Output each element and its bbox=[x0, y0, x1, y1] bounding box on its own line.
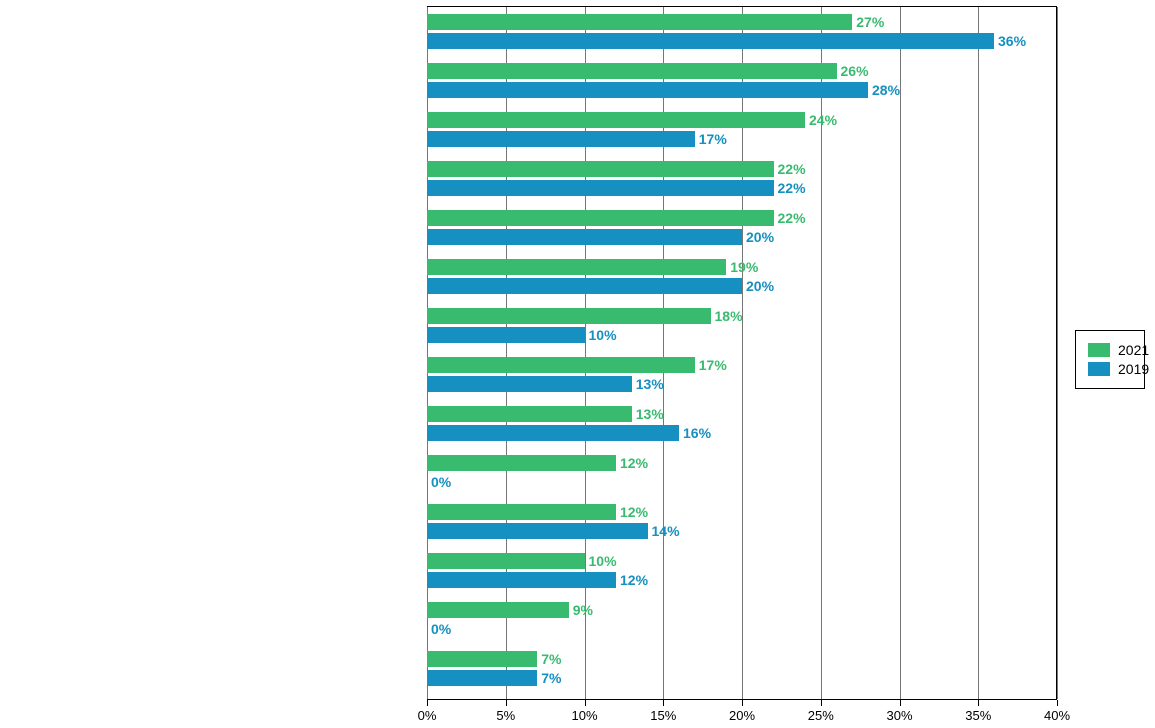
x-tick-label: 15% bbox=[643, 708, 683, 723]
x-tick bbox=[506, 700, 507, 706]
bar-value-label: 20% bbox=[746, 229, 774, 245]
bar-s2019 bbox=[427, 670, 537, 686]
bar-value-label: 20% bbox=[746, 278, 774, 294]
chart-root: 27%36%26%28%24%17%22%22%22%20%19%20%18%1… bbox=[0, 0, 1155, 728]
bar-s2021 bbox=[427, 455, 616, 471]
bar-value-label: 16% bbox=[683, 425, 711, 441]
bar-s2021 bbox=[427, 553, 585, 569]
x-gridline bbox=[900, 7, 901, 699]
legend-item: 2021 bbox=[1088, 342, 1132, 358]
x-tick bbox=[1057, 700, 1058, 706]
x-gridline bbox=[742, 7, 743, 699]
x-tick bbox=[978, 700, 979, 706]
x-tick-label: 20% bbox=[722, 708, 762, 723]
bar-s2019 bbox=[427, 376, 632, 392]
bar-s2021 bbox=[427, 357, 695, 373]
bar-value-label: 17% bbox=[699, 357, 727, 373]
bar-s2021 bbox=[427, 651, 537, 667]
bar-value-label: 27% bbox=[856, 14, 884, 30]
bar-value-label: 36% bbox=[998, 33, 1026, 49]
bar-value-label: 24% bbox=[809, 112, 837, 128]
plot-area: 27%36%26%28%24%17%22%22%22%20%19%20%18%1… bbox=[427, 6, 1057, 700]
bar-value-label: 14% bbox=[652, 523, 680, 539]
bar-s2019 bbox=[427, 278, 742, 294]
bar-s2021 bbox=[427, 308, 711, 324]
bar-value-label: 12% bbox=[620, 572, 648, 588]
bar-value-label: 0% bbox=[431, 474, 451, 490]
x-tick bbox=[900, 700, 901, 706]
x-tick-label: 30% bbox=[880, 708, 920, 723]
bar-s2019 bbox=[427, 229, 742, 245]
bar-value-label: 22% bbox=[778, 210, 806, 226]
x-tick-label: 0% bbox=[407, 708, 447, 723]
bar-s2019 bbox=[427, 425, 679, 441]
x-tick-label: 5% bbox=[486, 708, 526, 723]
bar-value-label: 0% bbox=[431, 621, 451, 637]
bar-value-label: 12% bbox=[620, 504, 648, 520]
x-tick bbox=[585, 700, 586, 706]
bar-value-label: 17% bbox=[699, 131, 727, 147]
x-gridline bbox=[978, 7, 979, 699]
x-tick-label: 40% bbox=[1037, 708, 1077, 723]
bar-value-label: 13% bbox=[636, 376, 664, 392]
x-gridline bbox=[821, 7, 822, 699]
bar-s2021 bbox=[427, 602, 569, 618]
x-gridline bbox=[427, 7, 428, 699]
x-tick bbox=[742, 700, 743, 706]
x-tick-label: 35% bbox=[958, 708, 998, 723]
x-tick bbox=[427, 700, 428, 706]
bar-s2021 bbox=[427, 504, 616, 520]
bar-s2019 bbox=[427, 572, 616, 588]
bar-value-label: 9% bbox=[573, 602, 593, 618]
legend-swatch bbox=[1088, 343, 1110, 357]
bar-value-label: 10% bbox=[589, 327, 617, 343]
x-gridline bbox=[663, 7, 664, 699]
legend-item: 2019 bbox=[1088, 361, 1132, 377]
legend-label: 2019 bbox=[1118, 361, 1149, 377]
x-tick-label: 25% bbox=[801, 708, 841, 723]
bar-s2019 bbox=[427, 82, 868, 98]
bar-s2021 bbox=[427, 259, 726, 275]
bar-value-label: 10% bbox=[589, 553, 617, 569]
bar-value-label: 18% bbox=[715, 308, 743, 324]
bar-value-label: 13% bbox=[636, 406, 664, 422]
bar-s2021 bbox=[427, 14, 852, 30]
legend-swatch bbox=[1088, 362, 1110, 376]
bar-s2021 bbox=[427, 112, 805, 128]
bar-value-label: 22% bbox=[778, 161, 806, 177]
bar-value-label: 12% bbox=[620, 455, 648, 471]
bar-s2019 bbox=[427, 180, 774, 196]
x-gridline bbox=[585, 7, 586, 699]
bar-value-label: 19% bbox=[730, 259, 758, 275]
bar-value-label: 28% bbox=[872, 82, 900, 98]
x-tick-label: 10% bbox=[565, 708, 605, 723]
x-gridline bbox=[506, 7, 507, 699]
x-gridline bbox=[1057, 7, 1058, 699]
bar-s2019 bbox=[427, 33, 994, 49]
bar-value-label: 22% bbox=[778, 180, 806, 196]
bar-s2021 bbox=[427, 406, 632, 422]
bar-s2019 bbox=[427, 327, 585, 343]
x-tick bbox=[663, 700, 664, 706]
bar-s2019 bbox=[427, 131, 695, 147]
bar-value-label: 7% bbox=[541, 670, 561, 686]
legend-label: 2021 bbox=[1118, 342, 1149, 358]
bar-s2021 bbox=[427, 161, 774, 177]
bar-s2021 bbox=[427, 63, 837, 79]
bar-value-label: 7% bbox=[541, 651, 561, 667]
bar-value-label: 26% bbox=[841, 63, 869, 79]
x-tick bbox=[821, 700, 822, 706]
bar-s2019 bbox=[427, 523, 648, 539]
bar-s2021 bbox=[427, 210, 774, 226]
legend: 2021 2019 bbox=[1075, 330, 1145, 389]
